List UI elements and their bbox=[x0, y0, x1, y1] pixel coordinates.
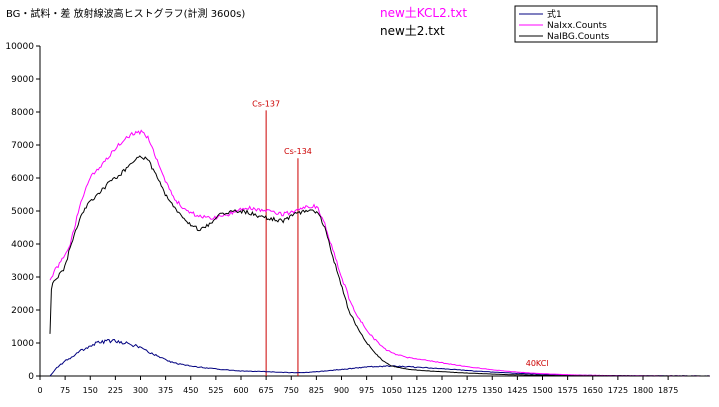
x-tick-label: 675 bbox=[258, 386, 273, 395]
x-tick-label: 1125 bbox=[407, 386, 427, 395]
x-tick-label: 975 bbox=[359, 386, 374, 395]
y-tick-label: 0 bbox=[28, 372, 34, 382]
x-tick-label: 150 bbox=[83, 386, 98, 395]
series-line bbox=[49, 155, 710, 377]
y-tick-label: 4000 bbox=[11, 240, 34, 250]
x-tick-label: 450 bbox=[183, 386, 198, 395]
x-tick-label: 1275 bbox=[457, 386, 477, 395]
legend-entry: NaIxx.Counts bbox=[547, 21, 607, 31]
annotations: Cs-137 Cs-134 40KCl bbox=[252, 99, 549, 376]
x-tick-label: 300 bbox=[133, 386, 148, 395]
x-tick-label: 1200 bbox=[432, 386, 452, 395]
file-label-bg: new土2.txt bbox=[380, 24, 445, 38]
x-tick-label: 1350 bbox=[482, 386, 502, 395]
x-tick-label: 0 bbox=[37, 386, 42, 395]
x-tick-label: 1875 bbox=[658, 386, 678, 395]
y-tick-label: 6000 bbox=[11, 174, 34, 184]
annotation-label: Cs-134 bbox=[284, 147, 312, 156]
x-tick-label: 1725 bbox=[608, 386, 628, 395]
annotation-label: 40KCl bbox=[526, 359, 549, 368]
x-tick-label: 600 bbox=[233, 386, 248, 395]
y-tick-label: 2000 bbox=[11, 306, 34, 316]
file-label-kcl: new土KCL2.txt bbox=[380, 6, 467, 20]
y-tick-label: 1000 bbox=[11, 339, 34, 349]
y-tick-label: 8000 bbox=[11, 108, 34, 118]
annotation-label: Cs-137 bbox=[252, 99, 280, 108]
y-tick-label: 5000 bbox=[11, 207, 34, 217]
x-tick-label: 75 bbox=[60, 386, 70, 395]
legend-entry: NaIBG.Counts bbox=[547, 32, 609, 42]
series-line bbox=[49, 129, 710, 377]
x-tick-label: 825 bbox=[309, 386, 324, 395]
x-tick-label: 1500 bbox=[532, 386, 552, 395]
x-tick-label: 525 bbox=[208, 386, 223, 395]
x-tick-label: 900 bbox=[334, 386, 349, 395]
y-tick-label: 9000 bbox=[11, 75, 34, 85]
x-tick-label: 225 bbox=[108, 386, 123, 395]
y-tick-label: 7000 bbox=[11, 141, 34, 151]
x-axis: 0 75 150 225 300 375 450 525 600 675 750 825 900 975 1… bbox=[37, 375, 710, 395]
y-tick-label: 10000 bbox=[5, 42, 34, 52]
legend-entry: 式1 bbox=[547, 8, 562, 20]
x-tick-label: 375 bbox=[158, 386, 173, 395]
y-tick-label: 3000 bbox=[11, 273, 34, 283]
x-tick-label: 1800 bbox=[633, 386, 653, 395]
x-tick-label: 1575 bbox=[557, 386, 577, 395]
y-axis: 0 1000 2000 3000 4000 5000 6000 7000 8000 9000 100… bbox=[5, 42, 41, 382]
chart-title: BG・試料・差 放射線波高ヒストグラフ(計測 3600s) bbox=[6, 7, 245, 20]
x-tick-label: 1050 bbox=[382, 386, 402, 395]
x-tick-label: 750 bbox=[284, 386, 299, 395]
x-tick-label: 1650 bbox=[583, 386, 603, 395]
x-tick-label: 1425 bbox=[507, 386, 527, 395]
plot-area bbox=[49, 129, 710, 377]
